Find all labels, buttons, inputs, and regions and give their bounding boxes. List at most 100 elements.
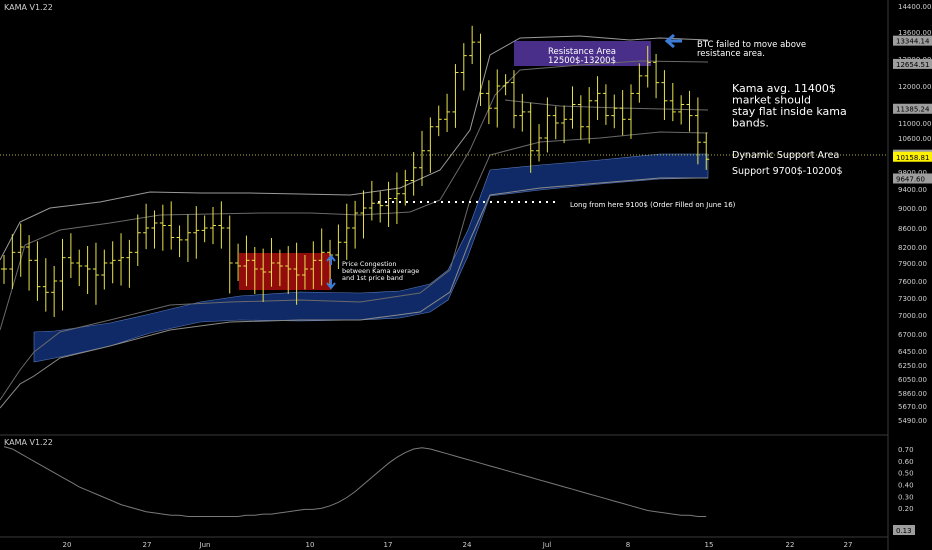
price-label: 12654.51 xyxy=(896,61,929,69)
lower-indicator-title: KAMA V1.22 xyxy=(4,438,53,447)
ohlc-bar xyxy=(519,93,526,132)
oscillator-tick-label: 0.60 xyxy=(898,458,914,466)
ohlc-bar xyxy=(226,215,233,294)
ohlc-bar xyxy=(410,152,417,196)
kama-mid-band xyxy=(0,131,709,401)
ohlc-bar xyxy=(469,25,476,65)
oscillator-last-value-bg xyxy=(893,525,915,535)
ohlc-bar xyxy=(569,86,576,129)
ohlc-bar xyxy=(201,215,208,243)
oscillator-tick-label: 0.70 xyxy=(898,446,914,454)
congestion-box xyxy=(239,253,331,290)
price-tick-label: 11000.00 xyxy=(898,120,931,128)
oscillator-tick-label: 0.50 xyxy=(898,470,914,478)
kama-upper-band-1 xyxy=(0,60,709,331)
ohlc-bar xyxy=(586,87,593,144)
kama-lower-band xyxy=(0,177,708,409)
price-label: 11385.24 xyxy=(896,106,930,114)
time-axis-label: 10 xyxy=(306,541,315,549)
ohlc-bar xyxy=(360,190,367,239)
kama-average-line xyxy=(504,99,709,111)
ohlc-bar xyxy=(109,241,116,284)
ohlc-bar xyxy=(544,97,551,153)
ohlc-bar xyxy=(218,201,225,249)
oscillator-tick-label: 0.20 xyxy=(898,505,914,513)
ohlc-bar xyxy=(184,214,191,262)
price-tick-label: 5670.00 xyxy=(898,403,927,411)
ohlc-bar xyxy=(377,191,384,223)
price-label: 10158.81 xyxy=(896,154,929,162)
time-axis-label: 24 xyxy=(463,541,472,549)
price-tick-label: 10600.00 xyxy=(898,135,931,143)
price-label-bg xyxy=(893,151,932,162)
ohlc-bar xyxy=(527,102,534,173)
ohlc-bar xyxy=(168,201,175,250)
time-axis-label: 8 xyxy=(626,541,630,549)
ohlc-bar xyxy=(352,200,359,249)
ohlc-bar xyxy=(678,95,685,125)
ohlc-bar xyxy=(51,266,58,317)
ohlc-bar xyxy=(126,239,133,288)
ohlc-bar xyxy=(435,105,442,137)
ohlc-bar xyxy=(318,228,325,286)
ohlc-bar xyxy=(193,206,200,259)
oscillator-tick-label: 0.40 xyxy=(898,482,914,490)
price-tick-label: 7600.00 xyxy=(898,278,927,286)
ohlc-bar xyxy=(92,242,99,305)
time-axis-label: 20 xyxy=(63,541,72,549)
ohlc-bar xyxy=(402,169,409,206)
price-tick-label: 9400.00 xyxy=(898,186,927,194)
ohlc-bar xyxy=(301,255,308,290)
ohlc-bar xyxy=(243,235,250,287)
price-label: 13344.14 xyxy=(896,38,930,46)
ohlc-bar xyxy=(477,33,484,106)
price-label-bg xyxy=(893,103,932,114)
time-axis-label: 17 xyxy=(384,541,393,549)
ohlc-bar xyxy=(268,237,275,287)
time-axis-label: 15 xyxy=(705,541,714,549)
ohlc-bar xyxy=(260,248,267,302)
ohlc-bar xyxy=(285,246,292,295)
ohlc-bar xyxy=(419,130,425,187)
ohlc-bar xyxy=(293,242,300,305)
ohlc-bar xyxy=(653,53,660,99)
price-tick-label: 5490.00 xyxy=(898,417,927,425)
ohlc-bar xyxy=(151,210,158,249)
time-axis-label: 22 xyxy=(786,541,795,549)
price-tick-label: 6450.00 xyxy=(898,348,927,356)
ohlc-bar xyxy=(335,224,342,269)
price-tick-label: 6700.00 xyxy=(898,331,927,339)
ohlc-bar xyxy=(84,246,91,295)
time-axis-labels: 20 27 Jun 10 17 24 Jul 8 15 22 27 xyxy=(63,541,853,549)
ohlc-bar xyxy=(159,204,166,251)
ohlc-bar xyxy=(310,241,317,289)
ohlc-bar xyxy=(393,172,400,224)
ohlc-bar xyxy=(34,241,41,301)
price-tick-label: 9800.00 xyxy=(898,169,927,177)
ohlc-bar xyxy=(485,80,492,125)
price-tick-label: 13600.00 xyxy=(898,29,931,37)
price-label: 9647.60 xyxy=(896,175,925,183)
ohlc-bar xyxy=(661,70,668,121)
dynamic-support-label: Dynamic Support Area xyxy=(732,150,839,161)
price-label-bg xyxy=(893,58,932,69)
ohlc-bar xyxy=(552,106,559,140)
price-tick-label: 7000.00 xyxy=(898,312,927,320)
price-tick-label: 8600.00 xyxy=(898,225,927,233)
ohlc-bar xyxy=(143,203,150,250)
ohlc-bar xyxy=(118,233,125,286)
price-tick-label: 7300.00 xyxy=(898,295,927,303)
ohlc-bar xyxy=(602,84,609,125)
btc-failed-note: BTC failed to move above resistance area. xyxy=(697,40,806,59)
kama-flat-note: Kama avg. 11400$ market should stay flat i… xyxy=(732,82,847,130)
ohlc-bar xyxy=(669,82,676,122)
oscillator-axis-ticks: 0.70 0.60 0.50 0.40 0.30 0.20 0.13 xyxy=(893,446,915,535)
ohlc-bar xyxy=(385,181,392,227)
ohlc-bar xyxy=(59,238,66,311)
ohlc-bar xyxy=(276,249,283,287)
ohlc-bar xyxy=(686,90,693,132)
price-label-bg xyxy=(893,35,932,46)
arrow-icon xyxy=(664,33,682,49)
price-tick-label: 9000.00 xyxy=(898,205,927,213)
